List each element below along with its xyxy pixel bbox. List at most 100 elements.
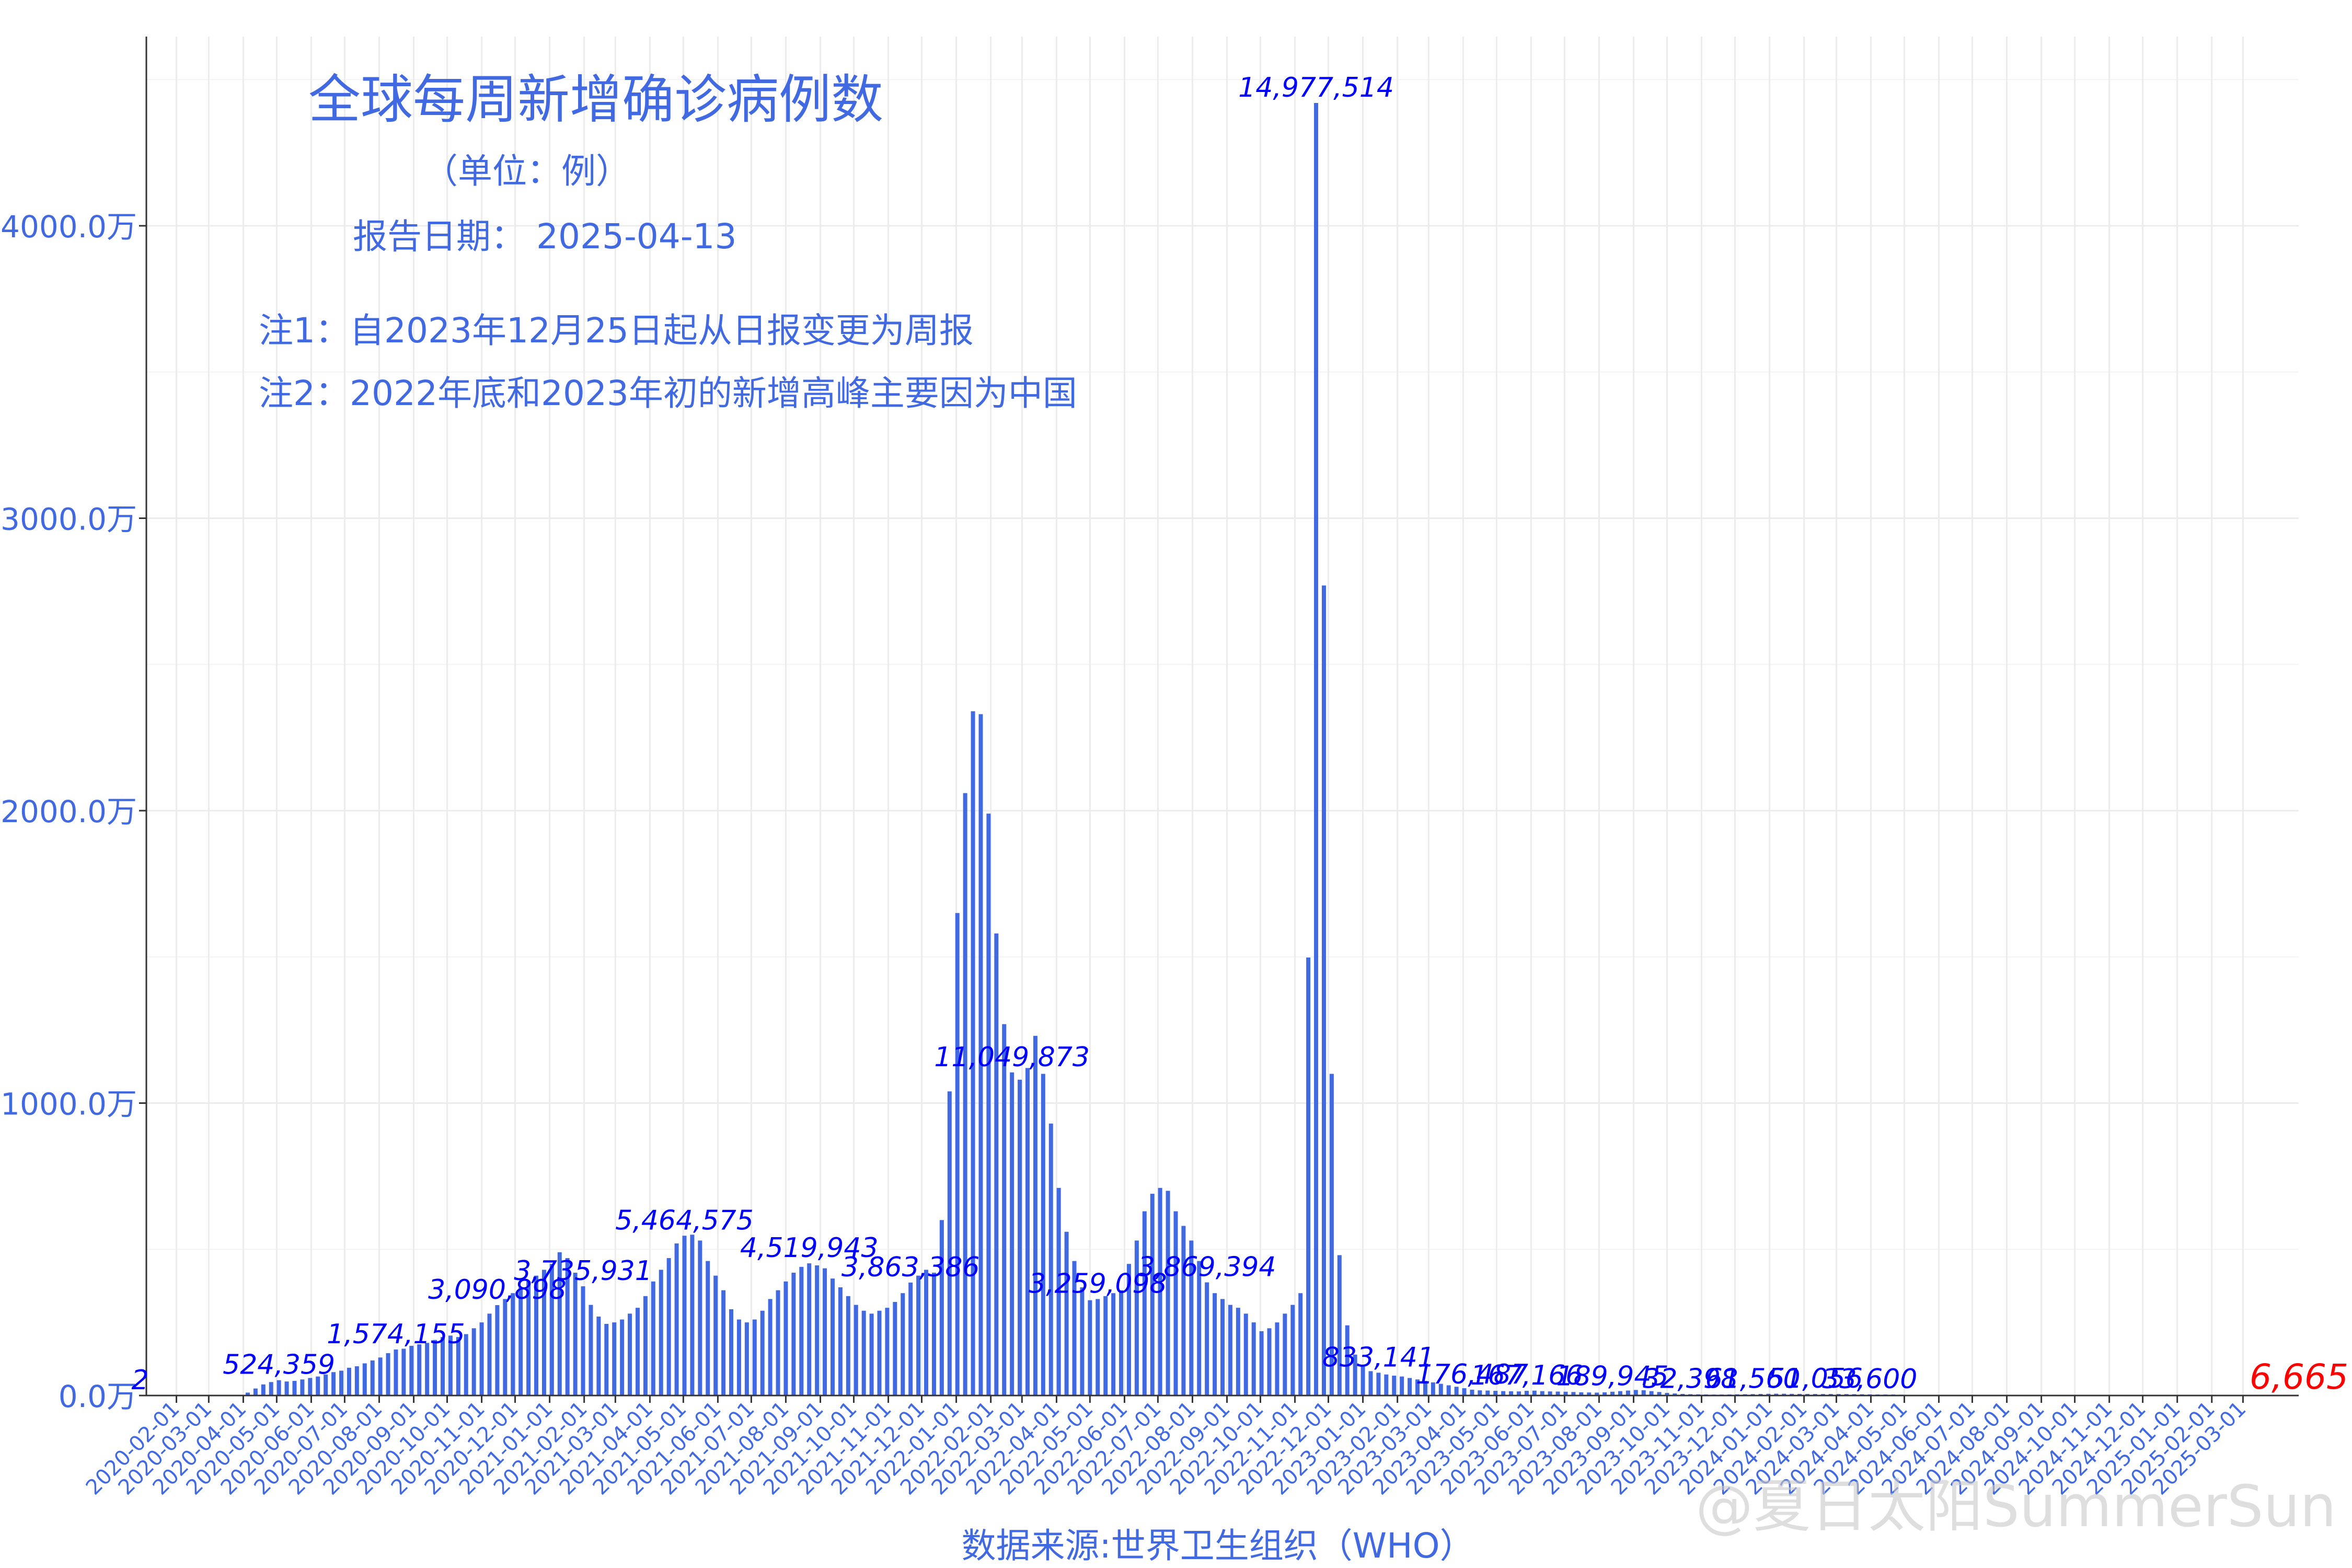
bar — [292, 1381, 297, 1396]
bar — [807, 1263, 812, 1396]
bar — [1571, 1392, 1576, 1396]
bar — [1103, 1296, 1108, 1396]
note-2: 注2：2022年底和2023年初的新增高峰主要因为中国 — [259, 373, 1077, 413]
bar — [1088, 1300, 1092, 1396]
bar — [1213, 1293, 1217, 1396]
bar — [706, 1261, 710, 1396]
bar — [1236, 1308, 1240, 1396]
watermark: @夏日太阳SummerSun — [1696, 1473, 2336, 1540]
bar — [1329, 1074, 1334, 1396]
bar — [666, 1258, 671, 1396]
bar — [339, 1370, 344, 1396]
bar — [916, 1275, 921, 1396]
bar — [1041, 1074, 1045, 1396]
bar — [589, 1305, 593, 1396]
bar — [698, 1240, 702, 1396]
bar — [253, 1388, 258, 1396]
bar — [417, 1344, 422, 1396]
bar — [1415, 1379, 1420, 1396]
bar — [885, 1308, 890, 1396]
bar — [799, 1266, 804, 1396]
bar — [1056, 1187, 1061, 1396]
bar — [1509, 1391, 1514, 1396]
bar — [1072, 1261, 1077, 1396]
bar — [846, 1296, 850, 1396]
bar — [1025, 1068, 1030, 1396]
bar — [978, 714, 983, 1396]
bar — [783, 1281, 788, 1396]
bar — [1587, 1392, 1592, 1396]
bar — [1345, 1325, 1350, 1396]
bar — [1595, 1392, 1599, 1396]
bar — [1782, 1393, 1786, 1396]
bar — [893, 1301, 897, 1396]
bar — [729, 1309, 734, 1396]
value-label: 4,519,943 — [740, 1232, 879, 1264]
bar — [838, 1287, 843, 1396]
value-label: 3,863,386 — [841, 1252, 980, 1283]
bar — [1119, 1290, 1124, 1396]
bar — [682, 1236, 687, 1396]
y-tick-label: 1000.0万 — [1, 1087, 137, 1122]
y-tick-label: 0.0万 — [59, 1379, 137, 1414]
bar — [1173, 1211, 1178, 1396]
bar — [861, 1310, 866, 1396]
x-axis-label: 数据来源:世界卫生组织（WHO） — [961, 1526, 1474, 1566]
y-tick-label: 4000.0万 — [1, 209, 137, 245]
bar — [1002, 1024, 1007, 1396]
bar — [1126, 1264, 1131, 1396]
bar — [1361, 1366, 1365, 1396]
bar — [541, 1270, 546, 1396]
bar — [276, 1380, 281, 1396]
bar — [1540, 1391, 1544, 1396]
bar — [1275, 1322, 1279, 1396]
y-axis-ticks: 0.0万 1000.0万 2000.0万 3000.0万 4000.0万 — [1, 209, 146, 1414]
bar — [869, 1313, 874, 1396]
bar — [659, 1270, 663, 1396]
bar — [370, 1360, 375, 1396]
bar — [1657, 1392, 1662, 1396]
bar — [628, 1313, 632, 1396]
bar — [565, 1258, 570, 1396]
bar — [300, 1379, 305, 1396]
bar — [1602, 1392, 1607, 1396]
bar — [744, 1322, 749, 1396]
bar — [1766, 1393, 1771, 1396]
bar — [1790, 1393, 1794, 1396]
value-label: 14,977,514 — [1238, 72, 1394, 103]
bar — [495, 1305, 500, 1396]
bar — [752, 1319, 757, 1396]
bar — [394, 1349, 398, 1396]
bar — [1096, 1299, 1100, 1396]
bar — [1633, 1390, 1638, 1396]
bar — [877, 1310, 882, 1396]
bar — [549, 1264, 554, 1396]
bar — [596, 1316, 601, 1396]
value-label: 5,464,575 — [615, 1205, 754, 1236]
bar — [1181, 1226, 1186, 1396]
bar — [1290, 1305, 1295, 1396]
bar — [1548, 1391, 1552, 1396]
bar — [690, 1235, 695, 1396]
y-tick-label: 3000.0万 — [1, 502, 137, 537]
bar — [901, 1293, 905, 1396]
value-label: 2 — [131, 1365, 148, 1396]
bar — [1376, 1373, 1381, 1396]
bar — [1478, 1390, 1482, 1396]
bar — [503, 1299, 508, 1396]
bar — [347, 1367, 351, 1396]
bar — [1064, 1231, 1069, 1396]
bar — [776, 1290, 780, 1396]
bar — [1493, 1391, 1498, 1396]
bar — [581, 1286, 585, 1396]
note-1: 注1：自2023年12月25日起从日报变更为周报 — [259, 310, 974, 351]
value-label: 3,090,898 — [428, 1274, 567, 1306]
bar — [1579, 1392, 1584, 1396]
bar — [1189, 1240, 1194, 1396]
bar — [721, 1290, 726, 1396]
bar — [1298, 1293, 1303, 1396]
bar — [635, 1308, 640, 1396]
bar — [1797, 1393, 1802, 1396]
bar — [1337, 1255, 1342, 1396]
